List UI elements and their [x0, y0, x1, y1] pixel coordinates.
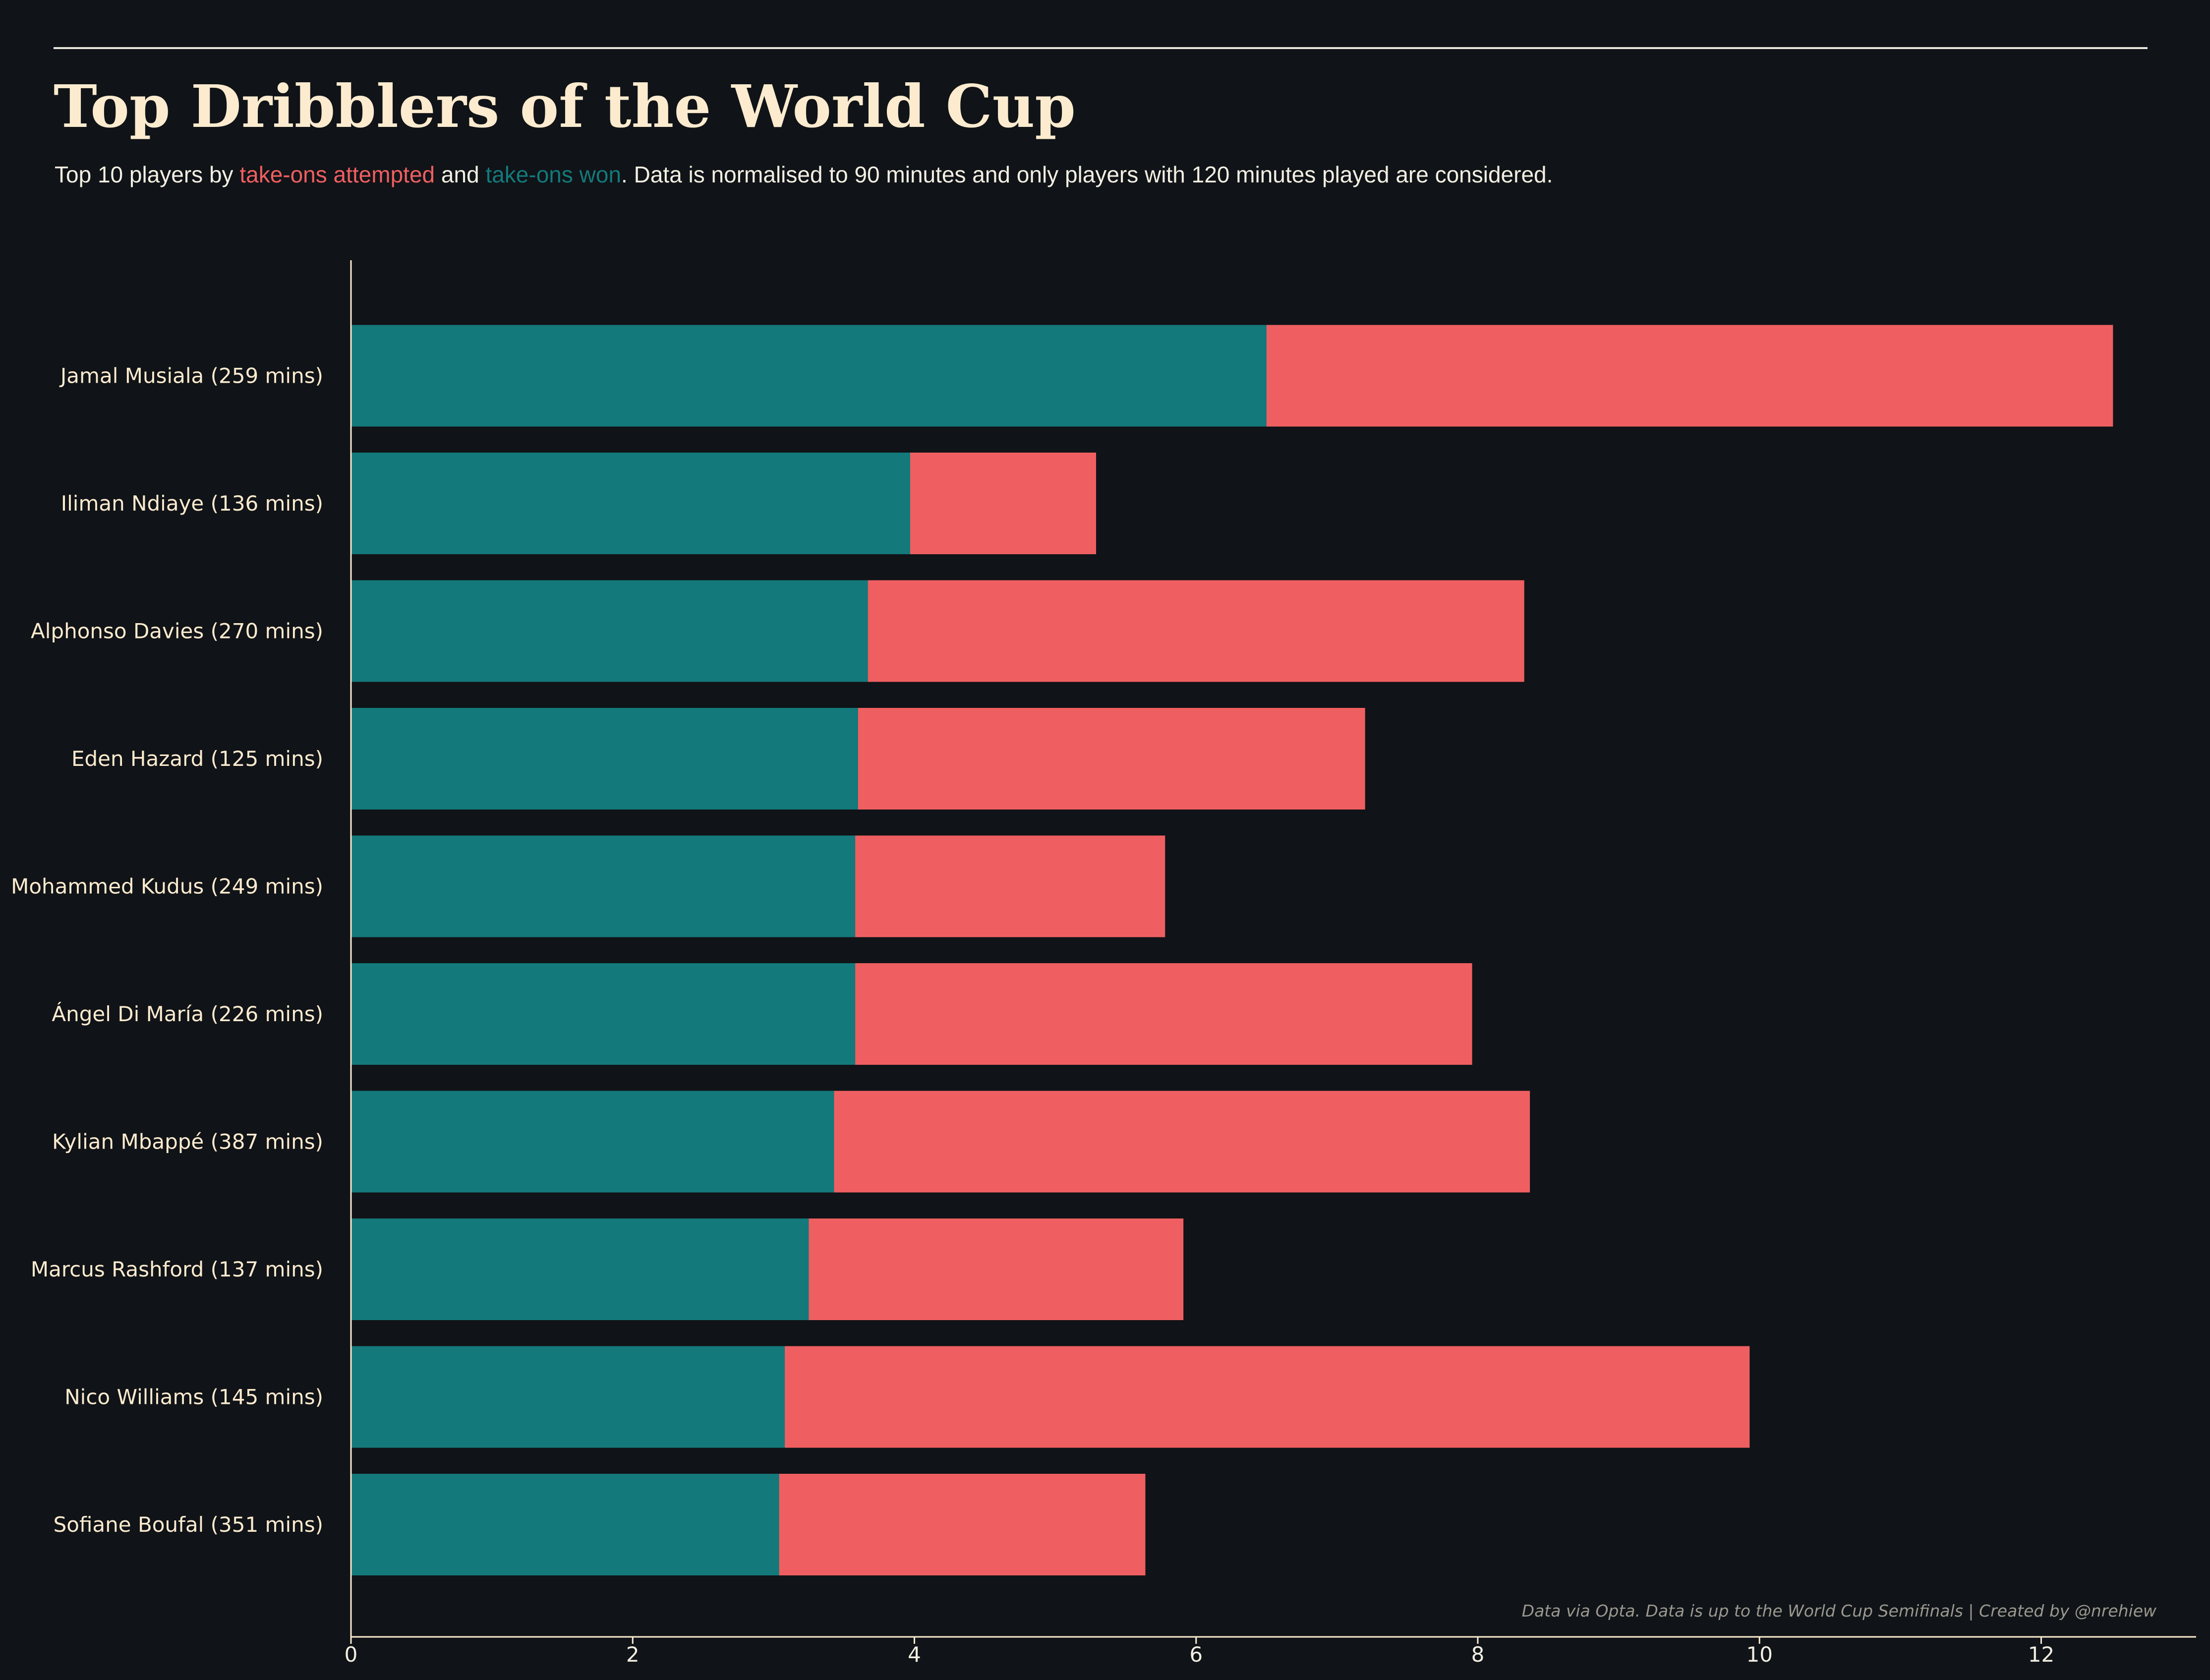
- category-label-4: Mohammed Kudus (249 mins): [11, 874, 323, 899]
- x-tick-label-3: 6: [1189, 1642, 1203, 1667]
- subtitle-won-highlight: take-ons won: [485, 162, 622, 187]
- category-label-6: Kylian Mbappé (387 mins): [52, 1130, 323, 1154]
- subtitle-attempted-highlight: take-ons attempted: [239, 162, 435, 187]
- x-tick-label-4: 8: [1471, 1642, 1485, 1667]
- bar-won-8: [351, 1346, 785, 1448]
- category-label-2: Alphonso Davies (270 mins): [31, 619, 323, 643]
- category-label-5: Ángel Di María (226 mins): [52, 1001, 323, 1026]
- category-label-7: Marcus Rashford (137 mins): [31, 1257, 323, 1281]
- x-tick-label-1: 2: [626, 1642, 640, 1667]
- bar-won-3: [351, 708, 858, 810]
- subtitle-and: and: [435, 162, 486, 187]
- category-label-8: Nico Williams (145 mins): [64, 1385, 323, 1409]
- bar-won-6: [351, 1091, 834, 1193]
- top-rule: [54, 47, 2148, 49]
- subtitle-suffix: . Data is normalised to 90 minutes and o…: [621, 162, 1553, 187]
- x-axis-ticks: 0 2 4 6 8 10 12: [345, 1637, 2054, 1667]
- bar-won-2: [351, 580, 868, 682]
- bar-won-4: [351, 835, 856, 937]
- bar-won-9: [351, 1474, 779, 1575]
- footnote: Data via Opta. Data is up to the World C…: [1521, 1601, 2156, 1621]
- page-title: Top Dribblers of the World Cup: [54, 72, 1076, 141]
- subtitle: Top 10 players by take-ons attempted and…: [55, 160, 1553, 189]
- category-label-0: Jamal Musiala (259 mins): [59, 364, 323, 388]
- category-label-3: Eden Hazard (125 mins): [71, 747, 323, 771]
- x-tick-label-5: 10: [1746, 1642, 1772, 1667]
- bar-won-1: [351, 453, 910, 554]
- category-label-1: Iliman Ndiaye (136 mins): [61, 491, 323, 516]
- subtitle-prefix: Top 10 players by: [55, 162, 240, 187]
- x-tick-label-0: 0: [345, 1642, 358, 1667]
- bar-won-0: [351, 325, 1267, 427]
- x-tick-label-2: 4: [908, 1642, 921, 1667]
- category-label-9: Sofiane Boufal (351 mins): [54, 1512, 323, 1537]
- bar-won-5: [351, 963, 856, 1065]
- y-axis-labels: Jamal Musiala (259 mins) Iliman Ndiaye (1…: [11, 364, 323, 1537]
- won-bars: [351, 325, 1267, 1575]
- bar-won-7: [351, 1218, 809, 1320]
- x-tick-label-6: 12: [2028, 1642, 2054, 1667]
